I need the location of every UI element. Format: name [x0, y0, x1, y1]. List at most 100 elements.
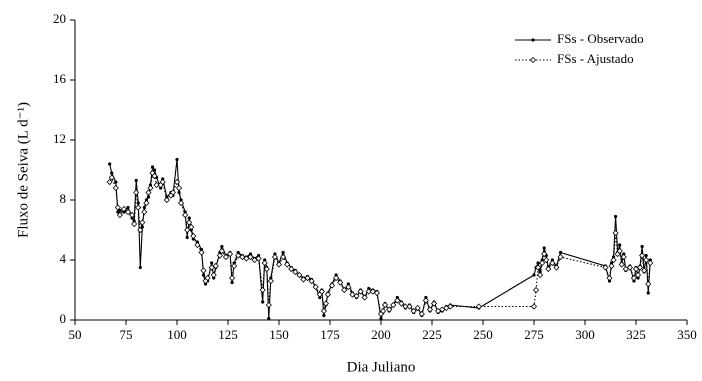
marker [616, 247, 623, 255]
marker [365, 288, 372, 295]
marker [532, 273, 536, 277]
marker [379, 307, 387, 315]
marker [212, 262, 219, 270]
marker [435, 307, 442, 315]
marker [134, 178, 138, 183]
marker [114, 180, 118, 184]
marker [333, 274, 340, 282]
marker [139, 219, 146, 226]
marker [422, 297, 429, 304]
marker [198, 249, 205, 256]
marker [536, 261, 540, 265]
marker [557, 253, 564, 261]
marker [210, 271, 217, 279]
marker [141, 208, 148, 216]
marker [618, 261, 625, 268]
marker [175, 157, 179, 162]
y-tick-label: 12 [53, 131, 66, 146]
marker [324, 291, 332, 298]
marker [337, 279, 344, 286]
marker [373, 289, 380, 297]
marker [204, 274, 211, 282]
marker [151, 172, 158, 180]
marker [226, 250, 234, 258]
marker [185, 235, 189, 240]
marker [357, 288, 364, 295]
marker [133, 189, 140, 196]
marker [439, 306, 446, 313]
marker [304, 274, 311, 282]
legend-label: FSs - Ajustado [557, 51, 634, 66]
marker [414, 304, 421, 312]
marker [641, 267, 648, 274]
marker [153, 181, 160, 189]
marker [110, 171, 114, 175]
marker [261, 300, 265, 304]
marker [190, 232, 197, 240]
marker [349, 291, 356, 298]
marker [267, 277, 274, 285]
marker [296, 271, 303, 279]
y-tick-label: 20 [53, 11, 66, 26]
marker [320, 307, 327, 315]
marker [284, 261, 291, 268]
marker [231, 262, 238, 270]
y-tick-label: 8 [60, 191, 67, 206]
marker [178, 199, 185, 207]
x-tick-label: 175 [320, 327, 340, 342]
marker [322, 300, 329, 307]
marker [447, 303, 454, 310]
x-tick-label: 350 [677, 327, 697, 342]
marker [140, 225, 144, 229]
x-tick-label: 225 [422, 327, 442, 342]
marker [163, 196, 170, 204]
x-tick-label: 150 [269, 327, 289, 342]
marker [255, 255, 262, 262]
y-axis-label: Fluxo de Seiva (L d⁻¹) [15, 102, 31, 238]
series-line [109, 159, 651, 319]
marker [281, 250, 285, 255]
marker [610, 256, 617, 264]
marker [341, 286, 348, 294]
legend-label: FSs - Observado [557, 31, 644, 46]
marker [379, 316, 383, 321]
marker [138, 265, 142, 270]
marker [261, 259, 268, 267]
y-tick-label: 4 [60, 251, 67, 266]
marker [182, 211, 189, 219]
marker [640, 244, 644, 249]
x-tick-label: 300 [575, 327, 595, 342]
marker [126, 205, 130, 210]
marker [558, 250, 563, 255]
series-line [109, 171, 651, 316]
marker [243, 255, 250, 262]
marker [229, 274, 236, 282]
marker [545, 265, 552, 273]
marker [116, 211, 123, 219]
marker [137, 226, 144, 234]
marker [129, 211, 136, 219]
marker [402, 303, 409, 310]
marker [634, 271, 642, 279]
marker [426, 306, 434, 313]
marker [292, 268, 299, 276]
marker [263, 265, 270, 273]
marker [618, 243, 622, 247]
marker [275, 261, 283, 268]
x-tick-label: 125 [218, 327, 238, 342]
marker [541, 250, 548, 258]
marker [369, 288, 376, 295]
marker [345, 283, 352, 291]
marker [175, 184, 183, 192]
marker [173, 178, 181, 186]
marker [108, 162, 112, 166]
marker [169, 189, 176, 196]
marker [626, 264, 633, 271]
marker [208, 264, 215, 271]
marker [549, 259, 556, 267]
marker [394, 297, 401, 304]
marker [222, 253, 230, 261]
marker [328, 282, 336, 289]
marker [361, 294, 368, 301]
